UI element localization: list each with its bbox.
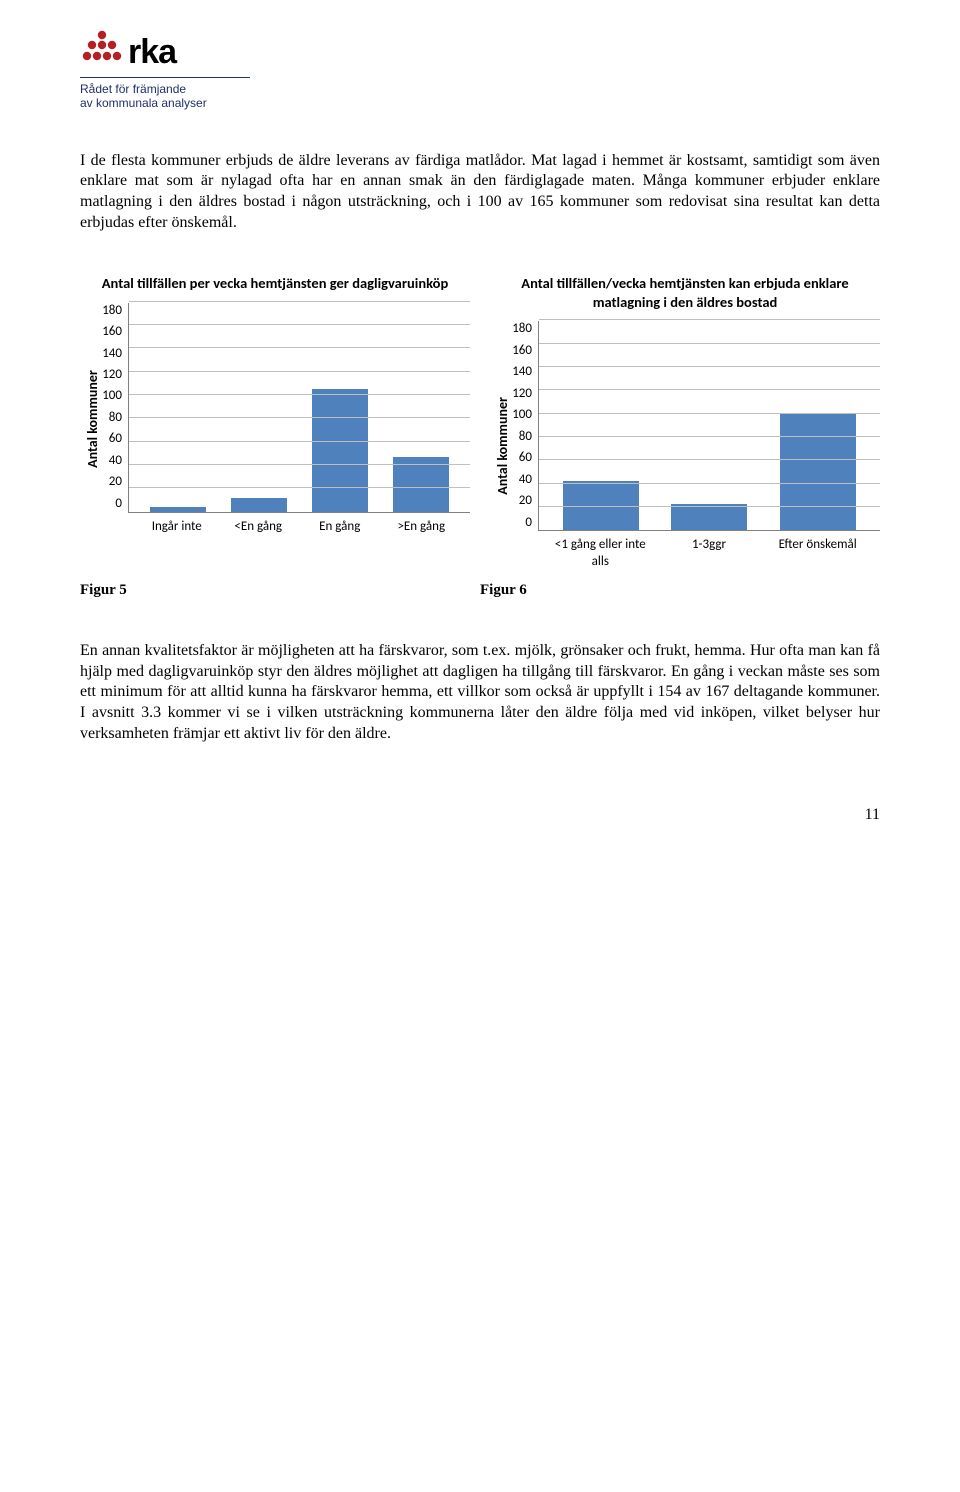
- logo-block: rka Rådet för främjande av kommunala ana…: [80, 30, 880, 111]
- y-tick: 60: [519, 450, 532, 467]
- gridline: [129, 441, 470, 442]
- chart-figure-6: Antal tillfällen/vecka hemtjänsten kan e…: [490, 274, 880, 571]
- paragraph-2: En annan kvalitetsfaktor är möjligheten …: [80, 641, 880, 745]
- page-number: 11: [80, 805, 880, 826]
- logo-subtitle-1: Rådet för främjande: [80, 82, 880, 96]
- x-tick-label: En gång: [299, 519, 381, 536]
- bar: [393, 457, 449, 512]
- y-tick: 20: [109, 474, 122, 491]
- x-tick-label: >En gång: [381, 519, 463, 536]
- chart5-title: Antal tillfällen per vecka hemtjänsten g…: [80, 274, 470, 293]
- gridline: [539, 459, 880, 460]
- gridline: [539, 413, 880, 414]
- bar: [150, 507, 206, 512]
- figure-6-label: Figur 6: [480, 581, 880, 601]
- gridline: [539, 366, 880, 367]
- y-tick: 20: [519, 493, 532, 510]
- chart6-title: Antal tillfällen/vecka hemtjänsten kan e…: [490, 274, 880, 312]
- y-tick: 160: [102, 324, 122, 341]
- bar: [231, 498, 287, 512]
- y-tick: 120: [512, 386, 532, 403]
- gridline: [129, 417, 470, 418]
- logo-dots-icon: [80, 30, 124, 75]
- chart6-ylabel: Antal kommuner: [490, 321, 512, 571]
- chart6-y-axis: 180 160 140 120 100 80 60 40 20 0: [512, 321, 538, 531]
- y-tick: 120: [102, 367, 122, 384]
- charts-row: Antal tillfällen per vecka hemtjänsten g…: [80, 274, 880, 571]
- gridline: [129, 487, 470, 488]
- gridline: [539, 436, 880, 437]
- gridline: [539, 483, 880, 484]
- bar: [780, 414, 856, 531]
- x-tick-label: Efter önskemål: [763, 537, 872, 571]
- y-tick: 80: [519, 429, 532, 446]
- paragraph-1: I de flesta kommuner erbjuds de äldre le…: [80, 151, 880, 234]
- gridline: [539, 319, 880, 320]
- y-tick: 100: [512, 407, 532, 424]
- bar: [671, 504, 747, 531]
- x-tick-label: <En gång: [217, 519, 299, 536]
- chart5-ylabel: Antal kommuner: [80, 303, 102, 536]
- gridline: [129, 347, 470, 348]
- gridline: [129, 464, 470, 465]
- y-tick: 180: [512, 321, 532, 338]
- chart5-x-labels: Ingår inte<En gångEn gång>En gång: [128, 513, 470, 536]
- chart5-y-axis: 180 160 140 120 100 80 60 40 20 0: [102, 303, 128, 513]
- logo-underline: [80, 77, 250, 78]
- y-tick: 180: [102, 303, 122, 320]
- gridline: [129, 301, 470, 302]
- chart6-x-labels: <1 gång eller inte alls1-3ggrEfter önske…: [538, 531, 880, 571]
- y-tick: 140: [102, 346, 122, 363]
- x-tick-label: 1-3ggr: [655, 537, 764, 571]
- figure-labels-row: Figur 5 Figur 6: [80, 581, 880, 601]
- y-tick: 60: [109, 431, 122, 448]
- bar: [312, 389, 368, 512]
- gridline: [539, 389, 880, 390]
- y-tick: 0: [115, 496, 122, 513]
- y-tick: 40: [519, 472, 532, 489]
- logo-name: rka: [128, 30, 176, 74]
- chart-figure-5: Antal tillfällen per vecka hemtjänsten g…: [80, 274, 470, 571]
- y-tick: 160: [512, 343, 532, 360]
- y-tick: 140: [512, 364, 532, 381]
- y-tick: 80: [109, 410, 122, 427]
- chart5-bars: [129, 303, 470, 512]
- gridline: [129, 371, 470, 372]
- gridline: [539, 343, 880, 344]
- y-tick: 40: [109, 453, 122, 470]
- gridline: [129, 394, 470, 395]
- gridline: [539, 506, 880, 507]
- figure-5-label: Figur 5: [80, 581, 480, 601]
- x-tick-label: <1 gång eller inte alls: [546, 537, 655, 571]
- gridline: [129, 324, 470, 325]
- chart6-plot-area: [538, 321, 880, 531]
- y-tick: 100: [102, 388, 122, 405]
- chart6-bars: [539, 321, 880, 530]
- y-tick: 0: [525, 515, 532, 532]
- x-tick-label: Ingår inte: [136, 519, 218, 536]
- chart5-plot-area: [128, 303, 470, 513]
- logo-subtitle-2: av kommunala analyser: [80, 96, 880, 110]
